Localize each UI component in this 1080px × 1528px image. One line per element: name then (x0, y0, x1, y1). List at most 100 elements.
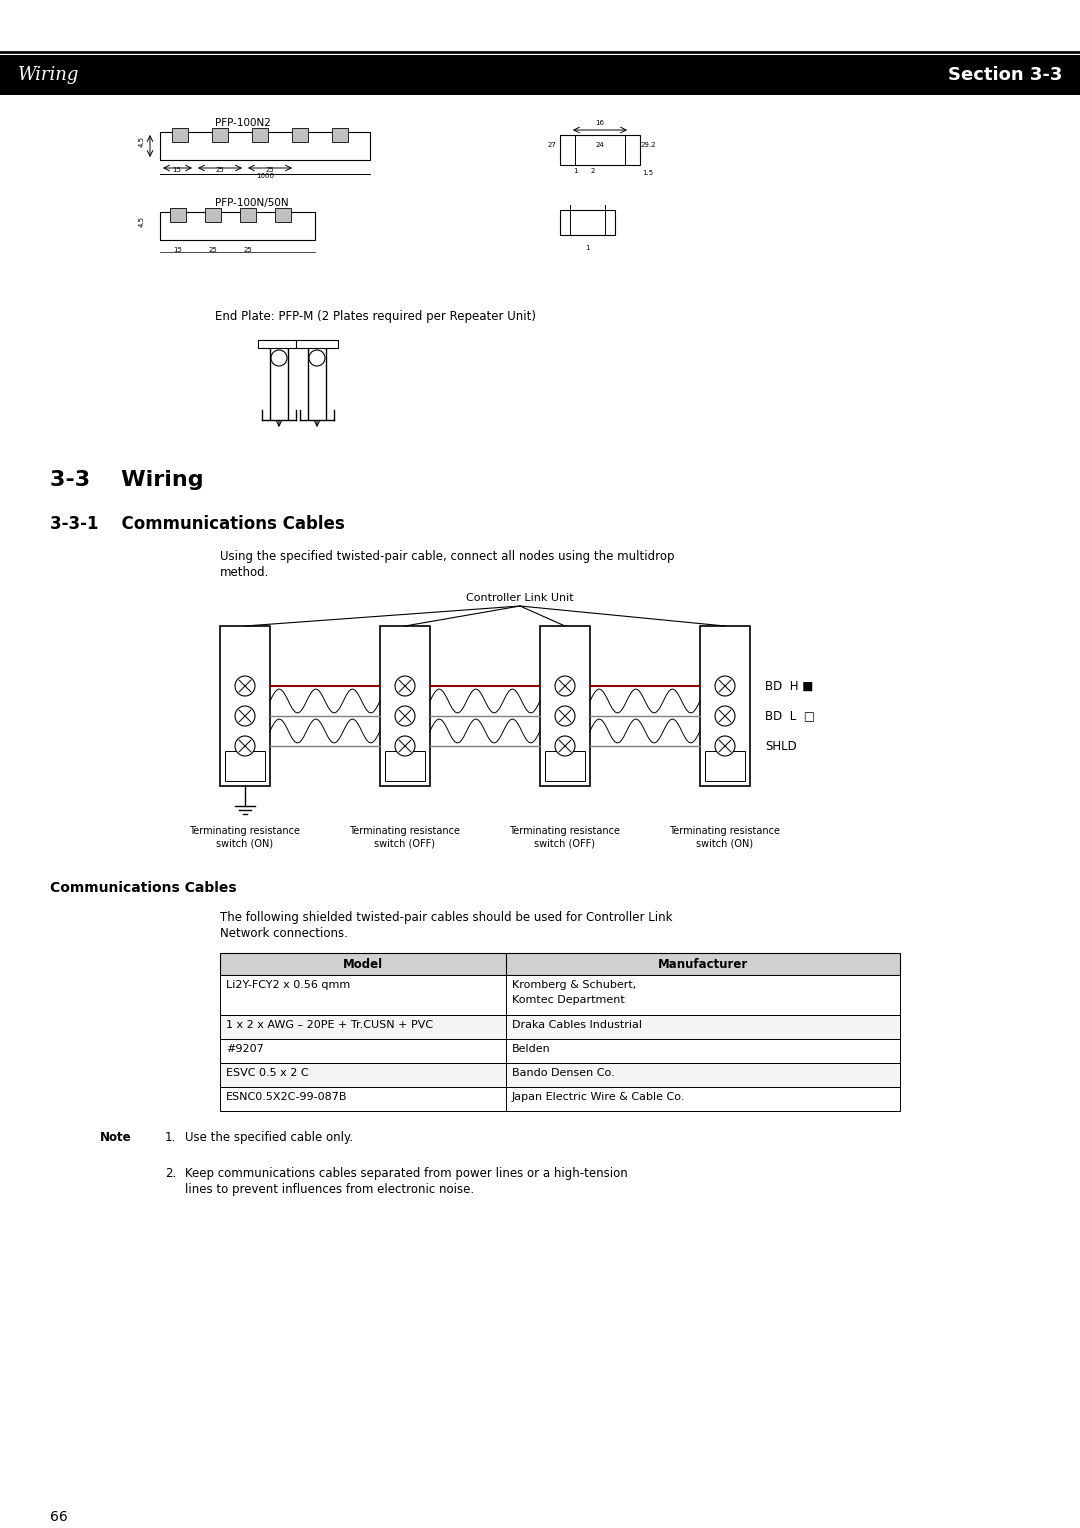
Circle shape (715, 675, 735, 695)
Text: 27: 27 (548, 142, 556, 148)
Text: 15: 15 (173, 248, 181, 254)
Bar (540, 626, 590, 785)
Text: 25: 25 (208, 248, 217, 254)
FancyBboxPatch shape (160, 131, 370, 160)
Text: Keep communications cables separated from power lines or a high-tension: Keep communications cables separated fro… (185, 1167, 627, 1180)
Bar (384, 750, 426, 781)
Text: Kromberg & Schubert,: Kromberg & Schubert, (512, 979, 636, 990)
Text: 66: 66 (50, 1510, 68, 1523)
Text: BD  H ■: BD H ■ (765, 680, 813, 692)
Text: 1000: 1000 (256, 173, 274, 179)
Text: Draka Cables Industrial: Draka Cables Industrial (512, 1021, 642, 1030)
Circle shape (715, 706, 735, 726)
Text: ESNC0.5X2C-99-087B: ESNC0.5X2C-99-087B (226, 1093, 348, 1102)
FancyBboxPatch shape (170, 208, 186, 222)
Text: Japan Electric Wire & Cable Co.: Japan Electric Wire & Cable Co. (512, 1093, 685, 1102)
Circle shape (395, 736, 415, 756)
Bar (220, 953, 900, 975)
Text: End Plate: PFP-M (2 Plates required per Repeater Unit): End Plate: PFP-M (2 Plates required per … (215, 310, 536, 322)
Text: 2: 2 (591, 168, 595, 174)
FancyBboxPatch shape (160, 212, 315, 240)
Bar (220, 626, 270, 785)
Bar (700, 626, 750, 785)
Circle shape (271, 350, 287, 367)
Bar (220, 1086, 900, 1111)
FancyBboxPatch shape (258, 341, 300, 348)
Text: switch (OFF): switch (OFF) (535, 839, 595, 850)
Circle shape (395, 675, 415, 695)
Text: lines to prevent influences from electronic noise.: lines to prevent influences from electro… (185, 1183, 474, 1196)
Bar (220, 975, 900, 1015)
Text: Use the specified cable only.: Use the specified cable only. (185, 1131, 353, 1144)
Circle shape (235, 675, 255, 695)
Text: Controller Link Unit: Controller Link Unit (467, 593, 573, 604)
Text: Komtec Department: Komtec Department (512, 995, 624, 1005)
Circle shape (235, 706, 255, 726)
FancyBboxPatch shape (205, 208, 221, 222)
Text: 15: 15 (173, 167, 181, 173)
Text: PFP-100N/50N: PFP-100N/50N (215, 199, 288, 208)
Text: 24: 24 (596, 142, 605, 148)
Text: 1.5: 1.5 (643, 170, 653, 176)
Text: Bando Densen Co.: Bando Densen Co. (512, 1068, 615, 1077)
Text: ESVC 0.5 x 2 C: ESVC 0.5 x 2 C (226, 1068, 309, 1077)
Text: 1 x 2 x AWG – 20PE + Tr.CUSN + PVC: 1 x 2 x AWG – 20PE + Tr.CUSN + PVC (226, 1021, 433, 1030)
Circle shape (555, 736, 575, 756)
Text: Communications Cables: Communications Cables (50, 882, 237, 895)
Bar (380, 626, 430, 785)
Text: Li2Y-FCY2 x 0.56 qmm: Li2Y-FCY2 x 0.56 qmm (226, 979, 350, 990)
Text: Belden: Belden (512, 1044, 551, 1054)
Circle shape (715, 736, 735, 756)
FancyBboxPatch shape (561, 134, 640, 165)
Text: 4.5: 4.5 (139, 215, 145, 228)
Bar (0, 55, 1080, 95)
Circle shape (309, 350, 325, 367)
Circle shape (555, 706, 575, 726)
Text: 2.: 2. (165, 1167, 176, 1180)
Bar (220, 1015, 900, 1039)
Text: Network connections.: Network connections. (220, 927, 348, 940)
Text: The following shielded twisted-pair cables should be used for Controller Link: The following shielded twisted-pair cabl… (220, 911, 673, 924)
Text: switch (OFF): switch (OFF) (375, 839, 435, 850)
Circle shape (395, 706, 415, 726)
Text: Wiring: Wiring (18, 66, 79, 84)
FancyBboxPatch shape (212, 128, 228, 142)
Text: Section 3-3: Section 3-3 (947, 66, 1062, 84)
Text: 25: 25 (266, 167, 274, 173)
Text: Terminating resistance: Terminating resistance (350, 827, 460, 836)
Text: Terminating resistance: Terminating resistance (670, 827, 781, 836)
FancyBboxPatch shape (252, 128, 268, 142)
Text: 4.5: 4.5 (139, 136, 145, 147)
Text: Terminating resistance: Terminating resistance (510, 827, 621, 836)
FancyBboxPatch shape (561, 209, 615, 235)
Text: switch (ON): switch (ON) (216, 839, 273, 850)
Circle shape (555, 675, 575, 695)
FancyBboxPatch shape (172, 128, 188, 142)
FancyBboxPatch shape (332, 128, 348, 142)
Text: 29.2: 29.2 (640, 142, 656, 148)
Bar (220, 1039, 900, 1063)
Text: 1: 1 (572, 168, 577, 174)
Bar (220, 1063, 900, 1086)
Text: BD  L  □: BD L □ (765, 709, 815, 723)
Text: Model: Model (342, 958, 383, 970)
Text: Using the specified twisted-pair cable, connect all nodes using the multidrop: Using the specified twisted-pair cable, … (220, 550, 675, 562)
Bar (545, 750, 585, 781)
Text: 1: 1 (584, 244, 590, 251)
Bar (308, 345, 326, 420)
Text: method.: method. (220, 565, 269, 579)
Text: switch (ON): switch (ON) (697, 839, 754, 850)
Bar (270, 345, 288, 420)
Text: 25: 25 (216, 167, 225, 173)
Text: Note: Note (100, 1131, 132, 1144)
Text: Terminating resistance: Terminating resistance (189, 827, 300, 836)
Text: #9207: #9207 (226, 1044, 264, 1054)
Text: 3-3    Wiring: 3-3 Wiring (50, 471, 204, 490)
Circle shape (235, 736, 255, 756)
Text: Manufacturer: Manufacturer (658, 958, 748, 970)
Text: SHLD: SHLD (765, 740, 797, 752)
FancyBboxPatch shape (296, 341, 338, 348)
Bar (705, 750, 745, 781)
Text: 3-3-1    Communications Cables: 3-3-1 Communications Cables (50, 515, 345, 533)
Text: 1.: 1. (165, 1131, 176, 1144)
